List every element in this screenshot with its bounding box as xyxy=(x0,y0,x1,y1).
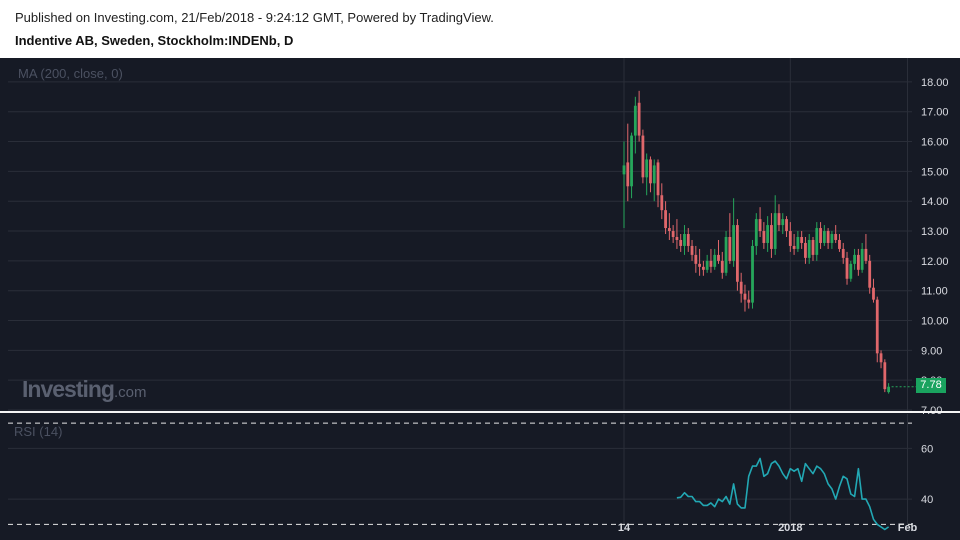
watermark-brand: Investing xyxy=(22,376,115,402)
candle-body xyxy=(781,219,785,226)
candle-body xyxy=(630,135,633,187)
candle-body xyxy=(728,237,732,261)
symbol-title: Indentive AB, Sweden, Stockholm:INDENb, … xyxy=(15,33,294,48)
candle-body xyxy=(830,234,834,243)
candle-body xyxy=(773,213,777,249)
price-tick-label: 12.00 xyxy=(921,256,949,268)
candle-body xyxy=(739,281,743,294)
price-tick-label: 14.00 xyxy=(921,196,949,208)
chart-area[interactable]: 18.00 17.00 16.00 15.00 14.00 13.00 12.00 11.00… xyxy=(0,58,960,540)
price-tick-label: 11.00 xyxy=(921,286,948,298)
candle-body xyxy=(807,239,811,258)
candle-body xyxy=(796,237,800,249)
candle-body xyxy=(652,165,656,184)
candle-body xyxy=(875,299,879,354)
candle-body xyxy=(705,260,709,270)
price-tick-label: 13.00 xyxy=(921,226,949,238)
candle-body xyxy=(698,263,701,267)
rsi-line xyxy=(676,457,890,531)
price-tick-label: 18.00 xyxy=(921,77,949,89)
investing-watermark: Investing.com xyxy=(22,376,146,403)
candle-body xyxy=(770,225,773,249)
candle-body xyxy=(656,162,660,196)
candle-body xyxy=(720,260,724,273)
candle-body xyxy=(736,225,739,282)
candle-body xyxy=(743,293,747,300)
candle-body xyxy=(633,105,637,136)
candle-body xyxy=(841,248,845,258)
price-tick-label: 15.00 xyxy=(921,166,949,178)
candle-body xyxy=(649,159,652,184)
candle-body xyxy=(815,228,819,255)
candle-body xyxy=(887,386,890,393)
candle-body xyxy=(762,231,766,243)
candle-body xyxy=(883,362,887,390)
candle-body xyxy=(838,239,841,249)
candle-body xyxy=(622,165,626,175)
candle-body xyxy=(868,260,872,288)
candle-body xyxy=(856,254,860,270)
candle-body xyxy=(717,254,720,261)
candle-body xyxy=(792,245,796,249)
rsi-tick-label: 60 xyxy=(921,443,933,455)
candle-body xyxy=(701,266,705,270)
candle-body xyxy=(686,234,690,246)
candle-body xyxy=(834,234,838,240)
candle-body xyxy=(800,237,804,243)
candle-body xyxy=(664,210,667,229)
candle-body xyxy=(641,135,645,178)
candle-body xyxy=(637,102,641,136)
candle-body xyxy=(690,245,694,255)
candle-body xyxy=(788,231,792,246)
candle-body xyxy=(879,353,883,363)
candle-body xyxy=(819,228,822,243)
candle-body xyxy=(713,254,717,267)
price-tick-label: 9.00 xyxy=(921,345,942,357)
candle-body xyxy=(694,254,698,264)
price-tick-label: 10.00 xyxy=(921,316,949,328)
candle-body xyxy=(660,195,664,211)
published-info: Published on Investing.com, 21/Feb/2018 … xyxy=(15,10,494,25)
candle-body xyxy=(645,159,649,178)
candle-body xyxy=(675,237,679,240)
rsi-tick-label: 40 xyxy=(921,494,933,506)
header: Published on Investing.com, 21/Feb/2018 … xyxy=(0,0,960,58)
candle-body xyxy=(626,162,630,187)
candle-body xyxy=(864,248,868,261)
watermark-suffix: .com xyxy=(113,384,147,401)
candle-body xyxy=(777,213,781,226)
time-axis-label: 2018 xyxy=(778,522,802,534)
candle-body xyxy=(826,231,830,243)
candle-body xyxy=(766,225,770,243)
rsi-indicator-label[interactable]: RSI (14) xyxy=(14,424,63,439)
price-tick-label: 16.00 xyxy=(921,137,949,149)
candle-body xyxy=(849,263,853,279)
candle-body xyxy=(683,234,686,246)
time-axis-label: Feb xyxy=(898,522,918,534)
candle-body xyxy=(709,260,713,267)
candle-body xyxy=(758,219,762,232)
ma-indicator-label[interactable]: MA (200, close, 0) xyxy=(18,66,123,81)
candle-body xyxy=(860,248,864,270)
time-axis-label: 14 xyxy=(618,522,631,534)
candle-body xyxy=(872,287,875,300)
candle-body xyxy=(811,239,815,255)
candle-body xyxy=(679,239,683,246)
candle-body xyxy=(667,228,671,232)
price-tick-label: 17.00 xyxy=(921,107,949,119)
candle-body xyxy=(747,299,751,303)
candle-body xyxy=(845,257,849,279)
candle-body xyxy=(732,225,736,261)
candle-body xyxy=(751,245,754,303)
pane-separator xyxy=(0,411,960,413)
candle-body xyxy=(671,231,675,237)
candle-body xyxy=(724,237,728,273)
chart-canvas[interactable]: 18.00 17.00 16.00 15.00 14.00 13.00 12.00 11.00… xyxy=(0,58,960,540)
candle-body xyxy=(754,219,758,246)
candle-body xyxy=(785,219,788,232)
candle-body xyxy=(853,254,856,264)
candle-body xyxy=(822,231,826,243)
candle-body xyxy=(804,242,807,258)
last-price-tag: 7.78 xyxy=(916,378,946,393)
